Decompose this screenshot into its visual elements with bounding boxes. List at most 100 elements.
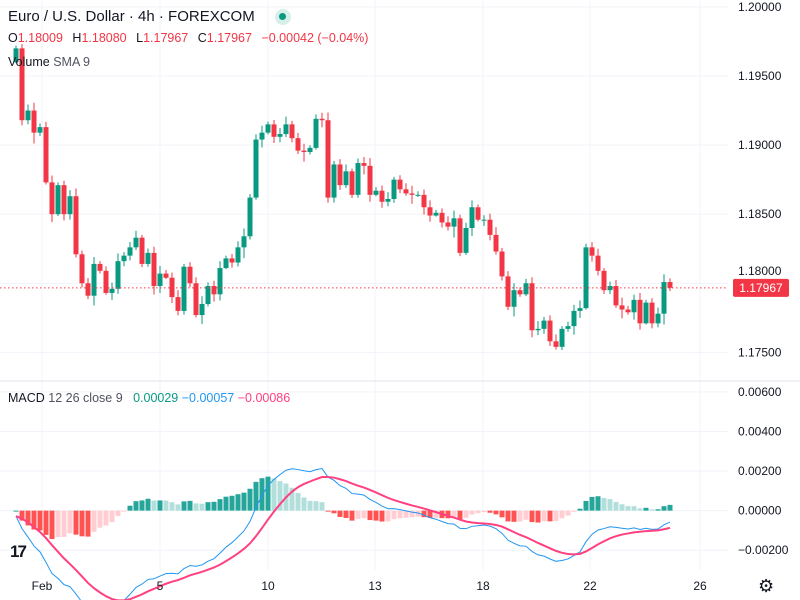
candle-up: [451, 218, 457, 227]
macd-histogram-bar: [571, 510, 577, 512]
macd-histogram-bar: [307, 500, 313, 511]
macd-histogram-bar: [295, 492, 301, 511]
macd-label: MACD: [8, 391, 45, 405]
macd-tick-label: 0.00400: [738, 424, 782, 438]
price-tick-label: 1.20000: [738, 0, 782, 14]
macd-histogram-bar: [457, 510, 463, 520]
high-label: H: [72, 31, 82, 45]
ohlc-legend: O1.18009 H1.18080 L1.17967 C1.17967 −0.0…: [8, 31, 374, 45]
macd-histogram-bar: [19, 510, 25, 521]
time-tick-label: 5: [157, 579, 164, 593]
macd-histogram-bar: [265, 476, 271, 511]
candle-down: [493, 234, 499, 252]
macd-histogram-bar: [397, 510, 403, 519]
candle-up: [643, 302, 649, 324]
time-tick-label: 26: [693, 579, 707, 593]
candle-up: [223, 258, 229, 269]
candle-down: [619, 305, 625, 310]
candle-down: [19, 48, 25, 121]
candle-up: [157, 273, 163, 287]
candle-down: [475, 207, 481, 220]
macd-histogram-bar: [583, 500, 589, 511]
candle-up: [373, 190, 379, 195]
macd-histogram-bar: [55, 510, 61, 538]
macd-histogram-bar: [319, 502, 325, 511]
macd-histogram-bar: [145, 498, 151, 511]
macd-histogram-bar: [553, 510, 559, 522]
candle-up: [265, 124, 271, 133]
candle-up: [433, 212, 439, 216]
candle-up: [199, 304, 205, 316]
macd-histogram-bar: [139, 500, 145, 511]
macd-histogram-bar: [37, 510, 43, 531]
macd-histogram-bar: [67, 510, 73, 534]
candle-down: [403, 189, 409, 194]
candle-up: [541, 320, 547, 329]
candle-up: [355, 163, 361, 195]
candle-up: [463, 228, 469, 253]
candle-down: [79, 254, 85, 284]
macd-histogram-bar: [277, 481, 283, 511]
macd-histogram-bar: [499, 510, 505, 518]
open-value: 1.18009: [17, 31, 63, 45]
macd-histogram-bar: [541, 510, 547, 522]
macd-histogram-bar: [619, 504, 625, 511]
macd-histogram-bar: [211, 501, 217, 511]
macd-histogram-bar: [511, 510, 517, 522]
macd-tick-label: 0.00000: [738, 504, 782, 518]
candle-down: [163, 273, 169, 278]
macd-histogram-bar: [391, 510, 397, 520]
candle-up: [247, 197, 253, 237]
macd-histogram-bar: [49, 510, 55, 540]
candle-up: [571, 310, 577, 327]
macd-histogram-bar: [337, 510, 343, 517]
candle-down: [325, 120, 331, 198]
candle-up: [91, 263, 97, 296]
last-price-badge: [733, 278, 789, 297]
macd-histogram-bar: [517, 510, 523, 522]
time-tick-label: 18: [476, 579, 490, 593]
candle-up: [55, 185, 61, 215]
macd-histogram-bar: [109, 510, 115, 523]
price-tick-label: 1.18500: [738, 207, 782, 221]
macd-histogram-bar: [607, 499, 613, 511]
macd-tick-label: 0.00200: [738, 464, 782, 478]
macd-histogram-bar: [427, 510, 433, 518]
price-tick-label: 1.17500: [738, 345, 782, 359]
volume-legend[interactable]: Volume SMA 9: [8, 55, 90, 69]
symbol-legend[interactable]: Euro / U.S. Dollar · 4h · FOREXCOM: [8, 8, 291, 25]
candle-down: [505, 276, 511, 307]
candle-down: [625, 309, 631, 313]
candle-down: [397, 179, 403, 190]
candle-down: [337, 164, 343, 186]
candle-down: [547, 320, 553, 342]
macd-histogram-bar: [493, 510, 499, 515]
open-label: O: [8, 31, 18, 45]
change-value: −0.00042 (−0.04%): [261, 31, 369, 45]
candle-down: [319, 118, 325, 121]
macd-histogram-bar: [667, 504, 673, 511]
macd-histogram-bar: [175, 504, 181, 511]
candle-down: [85, 283, 91, 296]
candle-up: [241, 236, 247, 248]
macd-histogram-bar: [271, 478, 277, 511]
macd-histogram-bar: [25, 510, 31, 526]
macd-histogram-bar: [487, 510, 493, 513]
macd-histogram-bar: [469, 510, 475, 515]
candle-up: [343, 171, 349, 186]
macd-tick-label: 0.00600: [738, 385, 782, 399]
candle-down: [553, 341, 559, 347]
macd-histogram-bar: [163, 500, 169, 511]
macd-histogram-bar: [379, 510, 385, 522]
macd-legend[interactable]: MACD 12 26 close 9 0.00029 −0.00057 −0.0…: [8, 391, 290, 405]
candle-down: [103, 270, 109, 293]
tradingview-logo[interactable]: 17: [10, 542, 27, 561]
candle-up: [313, 118, 319, 148]
macd-histogram-bar: [577, 508, 583, 511]
candle-up: [577, 308, 583, 311]
macd-histogram-bar: [373, 510, 379, 521]
macd-histogram-bar: [169, 502, 175, 511]
settings-gear-icon[interactable]: ⚙: [758, 576, 775, 596]
candle-down: [31, 110, 37, 133]
